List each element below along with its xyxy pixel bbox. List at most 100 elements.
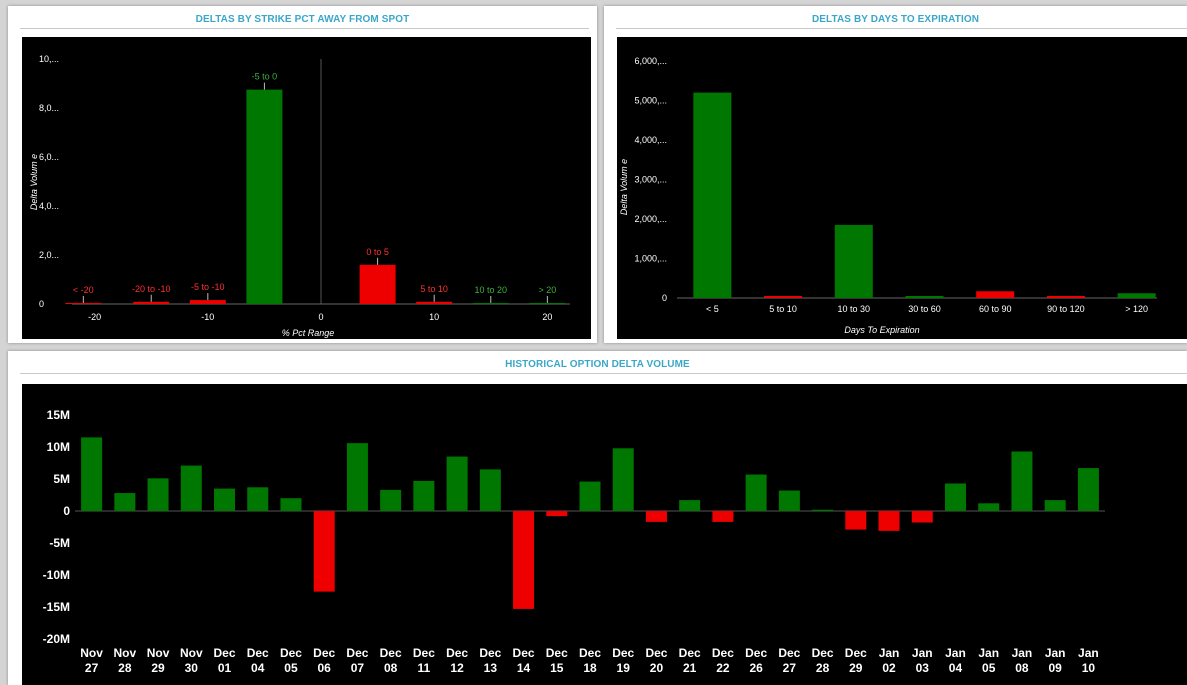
- history-chart-svg: -20M-15M-10M-5M05M10M15MNov27Nov28Nov29N…: [43, 408, 1105, 675]
- x-tick-month: Jan: [1078, 646, 1099, 660]
- bar: [944, 483, 966, 511]
- x-tick-month: Dec: [845, 646, 867, 660]
- x-tick-day: 28: [118, 661, 132, 675]
- bar: [1117, 293, 1156, 298]
- x-tick-label: 0: [318, 312, 323, 322]
- bar: [246, 89, 283, 304]
- x-tick-day: 12: [450, 661, 464, 675]
- x-tick-month: Dec: [745, 646, 767, 660]
- x-tick-label: 60 to 90: [979, 304, 1012, 314]
- x-tick-day: 06: [318, 661, 332, 675]
- y-tick-label: 0: [39, 299, 44, 309]
- x-tick-month: Dec: [280, 646, 302, 660]
- x-axis-title: Days To Expiration: [844, 325, 919, 335]
- y-tick-label: 10M: [47, 440, 70, 454]
- x-tick-month: Dec: [413, 646, 435, 660]
- x-axis-title: % Pct Range: [282, 328, 335, 338]
- bar: [513, 511, 535, 609]
- history-panel-title: HISTORICAL OPTION DELTA VOLUME: [505, 359, 690, 370]
- x-tick-day: 07: [351, 661, 365, 675]
- days-chart-svg: 0 1,000,... 2,000,... 3,000,... 4,000,... 5,0…: [619, 56, 1157, 335]
- bar: [380, 489, 402, 511]
- x-tick-day: 05: [982, 661, 996, 675]
- bar: [81, 437, 103, 511]
- bar: [479, 469, 501, 511]
- x-tick-month: Jan: [1045, 646, 1066, 660]
- x-tick-month: Dec: [380, 646, 402, 660]
- x-tick-day: 04: [251, 661, 265, 675]
- x-tick-day: 09: [1048, 661, 1062, 675]
- y-tick-label: 6,000,...: [634, 56, 667, 66]
- y-tick-label: 6,0...: [39, 152, 59, 162]
- y-tick-label: -15M: [43, 600, 70, 614]
- bar: [612, 448, 634, 511]
- y-tick-label: -10M: [43, 568, 70, 582]
- x-tick-month: Nov: [80, 646, 103, 660]
- y-tick-label: 2,0...: [39, 250, 59, 260]
- strike-chart: 0 2,0... 4,0... 6,0... 8,0... 10,... < -20 -20 …: [22, 37, 591, 339]
- y-axis-title: Delta Volum e: [619, 159, 629, 215]
- y-tick-label: 2,000,...: [634, 214, 667, 224]
- x-tick-month: Dec: [313, 646, 335, 660]
- bar: [214, 488, 236, 511]
- y-tick-label: 3,000,...: [634, 175, 667, 185]
- y-tick-label: 10,...: [39, 54, 59, 64]
- x-tick-label: 20: [542, 312, 552, 322]
- bar: [472, 303, 509, 304]
- x-tick-month: Dec: [579, 646, 601, 660]
- x-tick-month: Jan: [879, 646, 900, 660]
- bar-label: 5 to 10: [420, 284, 448, 294]
- x-tick-day: 04: [949, 661, 963, 675]
- bar: [712, 511, 734, 522]
- x-tick-label: -10: [201, 312, 214, 322]
- x-tick-label: 90 to 120: [1047, 304, 1085, 314]
- x-tick-month: Dec: [513, 646, 535, 660]
- days-panel-divider: [616, 28, 1187, 29]
- x-tick-day: 30: [185, 661, 199, 675]
- bar: [905, 296, 944, 298]
- x-tick-day: 14: [517, 661, 531, 675]
- x-tick-day: 18: [583, 661, 597, 675]
- y-axis-title: Delta Volum e: [29, 154, 39, 210]
- x-tick-month: Nov: [114, 646, 137, 660]
- bar: [645, 511, 667, 522]
- bar: [280, 498, 302, 511]
- x-tick-month: Dec: [446, 646, 468, 660]
- strike-chart-svg: 0 2,0... 4,0... 6,0... 8,0... 10,... < -20 -20 …: [29, 54, 570, 338]
- strike-panel-title: DELTAS BY STRIKE PCT AWAY FROM SPOT: [195, 14, 410, 25]
- y-tick-label: 15M: [47, 408, 70, 422]
- x-tick-month: Dec: [479, 646, 501, 660]
- bar: [1046, 296, 1085, 298]
- x-tick-day: 03: [916, 661, 930, 675]
- bar: [778, 490, 800, 511]
- bar: [529, 303, 566, 304]
- x-tick-label: -20: [88, 312, 101, 322]
- days-chart: 0 1,000,... 2,000,... 3,000,... 4,000,... 5,0…: [617, 37, 1187, 339]
- y-tick-label: 8,0...: [39, 103, 59, 113]
- history-chart: -20M -15M -10M -5M 0 5M 10M 15M Nov 27 Nov 28 Nov 29 N…: [22, 384, 1187, 685]
- x-tick-day: 19: [617, 661, 631, 675]
- days-panel-title: DELTAS BY DAYS TO EXPIRATION: [811, 14, 980, 25]
- days-panel: DELTAS BY DAYS TO EXPIRATION 0 1,000,... 2…: [604, 6, 1187, 343]
- bar: [346, 443, 368, 511]
- bar: [546, 511, 568, 517]
- x-tick-label: 10 to 30: [838, 304, 871, 314]
- x-tick-month: Dec: [712, 646, 734, 660]
- x-tick-day: 27: [783, 661, 797, 675]
- x-tick-day: 08: [384, 661, 398, 675]
- x-tick-month: Dec: [346, 646, 368, 660]
- bar: [579, 481, 601, 511]
- y-tick-label: 4,000,...: [634, 135, 667, 145]
- bar: [1044, 500, 1066, 511]
- bar: [189, 300, 226, 304]
- x-tick-day: 05: [284, 661, 298, 675]
- x-tick-day: 22: [716, 661, 730, 675]
- x-tick-day: 21: [683, 661, 697, 675]
- bar: [764, 296, 803, 298]
- bar: [416, 301, 453, 304]
- bar: [834, 224, 873, 298]
- x-tick-day: 02: [882, 661, 896, 675]
- history-panel-divider: [20, 373, 1187, 374]
- x-tick-month: Dec: [645, 646, 667, 660]
- bar: [845, 511, 867, 530]
